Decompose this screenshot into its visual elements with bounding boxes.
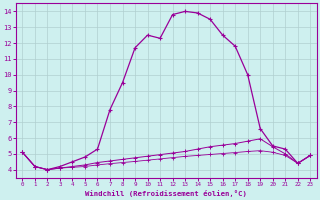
X-axis label: Windchill (Refroidissement éolien,°C): Windchill (Refroidissement éolien,°C) [85,190,247,197]
